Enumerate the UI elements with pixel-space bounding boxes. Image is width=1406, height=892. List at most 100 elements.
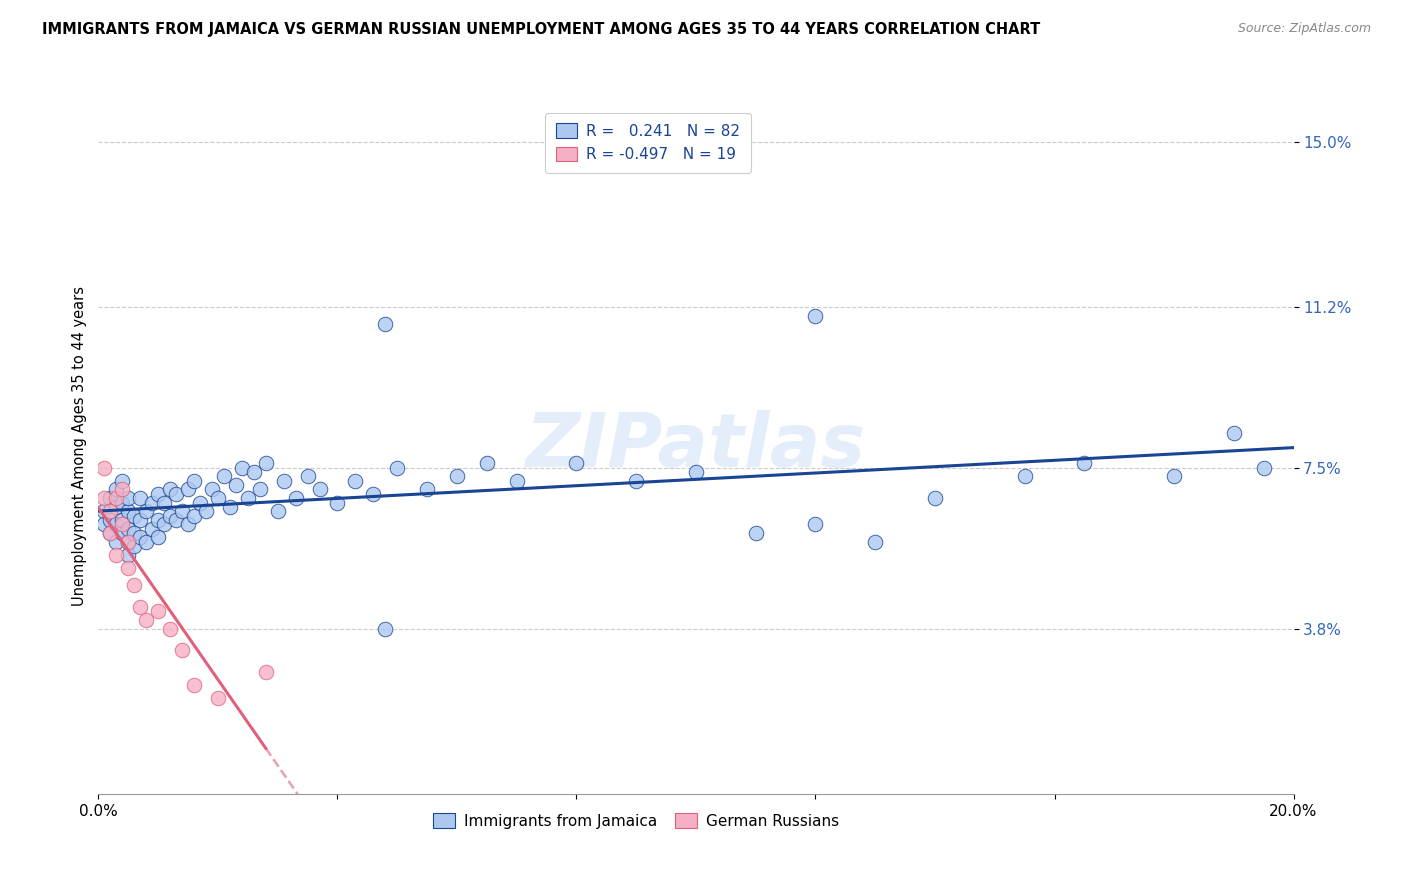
Point bbox=[93, 504, 115, 518]
Point bbox=[111, 474, 134, 488]
Point bbox=[195, 504, 218, 518]
Point bbox=[129, 599, 152, 614]
Point bbox=[105, 483, 128, 497]
Point bbox=[148, 530, 170, 544]
Point bbox=[626, 474, 648, 488]
Point bbox=[117, 491, 139, 505]
Point bbox=[374, 318, 396, 332]
Point bbox=[267, 504, 290, 518]
Point bbox=[363, 487, 385, 501]
Point bbox=[183, 474, 205, 488]
Text: Source: ZipAtlas.com: Source: ZipAtlas.com bbox=[1237, 22, 1371, 36]
Point bbox=[685, 465, 707, 479]
Point bbox=[124, 508, 146, 523]
Point bbox=[219, 500, 242, 514]
Point bbox=[124, 539, 146, 553]
Point bbox=[344, 474, 367, 488]
Point bbox=[475, 457, 498, 471]
Point bbox=[416, 483, 439, 497]
Point bbox=[865, 534, 887, 549]
Point bbox=[124, 526, 146, 541]
Point bbox=[804, 517, 827, 532]
Point bbox=[98, 491, 122, 505]
Point bbox=[117, 548, 139, 562]
Text: IMMIGRANTS FROM JAMAICA VS GERMAN RUSSIAN UNEMPLOYMENT AMONG AGES 35 TO 44 YEARS: IMMIGRANTS FROM JAMAICA VS GERMAN RUSSIA… bbox=[42, 22, 1040, 37]
Point bbox=[236, 491, 259, 505]
Y-axis label: Unemployment Among Ages 35 to 44 years: Unemployment Among Ages 35 to 44 years bbox=[72, 286, 87, 606]
Point bbox=[212, 469, 235, 483]
Point bbox=[273, 474, 295, 488]
Point bbox=[117, 504, 139, 518]
Point bbox=[111, 495, 134, 509]
Point bbox=[1014, 469, 1036, 483]
Point bbox=[225, 478, 247, 492]
Point bbox=[105, 517, 128, 532]
Point bbox=[98, 526, 122, 541]
Point bbox=[141, 522, 163, 536]
Point bbox=[374, 622, 396, 636]
Point bbox=[98, 513, 122, 527]
Point bbox=[249, 483, 271, 497]
Point bbox=[159, 483, 181, 497]
Point bbox=[117, 561, 139, 575]
Point bbox=[446, 469, 468, 483]
Point bbox=[183, 508, 205, 523]
Point bbox=[188, 495, 211, 509]
Point bbox=[153, 517, 176, 532]
Point bbox=[565, 457, 588, 471]
Point bbox=[153, 495, 176, 509]
Point bbox=[117, 522, 139, 536]
Point bbox=[284, 491, 307, 505]
Point bbox=[159, 622, 181, 636]
Point bbox=[111, 483, 134, 497]
Point bbox=[129, 513, 152, 527]
Point bbox=[165, 513, 187, 527]
Point bbox=[135, 613, 157, 627]
Point bbox=[201, 483, 224, 497]
Point bbox=[135, 534, 157, 549]
Point bbox=[148, 487, 170, 501]
Point bbox=[172, 504, 194, 518]
Point bbox=[745, 526, 768, 541]
Point bbox=[297, 469, 319, 483]
Point bbox=[93, 491, 115, 505]
Point bbox=[148, 604, 170, 618]
Point bbox=[254, 457, 277, 471]
Point bbox=[326, 495, 349, 509]
Point bbox=[105, 548, 128, 562]
Point bbox=[117, 534, 139, 549]
Point bbox=[924, 491, 946, 505]
Point bbox=[254, 665, 277, 680]
Point bbox=[124, 578, 146, 592]
Point bbox=[141, 495, 163, 509]
Point bbox=[111, 513, 134, 527]
Point bbox=[93, 517, 115, 532]
Point bbox=[111, 526, 134, 541]
Point bbox=[1163, 469, 1185, 483]
Point bbox=[308, 483, 330, 497]
Point bbox=[135, 504, 157, 518]
Point bbox=[506, 474, 529, 488]
Point bbox=[159, 508, 181, 523]
Point bbox=[385, 460, 409, 475]
Point bbox=[177, 517, 200, 532]
Point bbox=[148, 513, 170, 527]
Point bbox=[1073, 457, 1095, 471]
Point bbox=[105, 534, 128, 549]
Point bbox=[129, 530, 152, 544]
Point bbox=[243, 465, 266, 479]
Point bbox=[98, 526, 122, 541]
Point bbox=[1223, 425, 1246, 440]
Point bbox=[129, 491, 152, 505]
Point bbox=[111, 517, 134, 532]
Text: ZIPatlas: ZIPatlas bbox=[526, 409, 866, 483]
Point bbox=[98, 504, 122, 518]
Point bbox=[231, 460, 253, 475]
Point bbox=[207, 491, 229, 505]
Point bbox=[172, 643, 194, 657]
Point bbox=[804, 309, 827, 323]
Legend: Immigrants from Jamaica, German Russians: Immigrants from Jamaica, German Russians bbox=[427, 807, 845, 835]
Point bbox=[207, 691, 229, 706]
Point bbox=[177, 483, 200, 497]
Point bbox=[117, 534, 139, 549]
